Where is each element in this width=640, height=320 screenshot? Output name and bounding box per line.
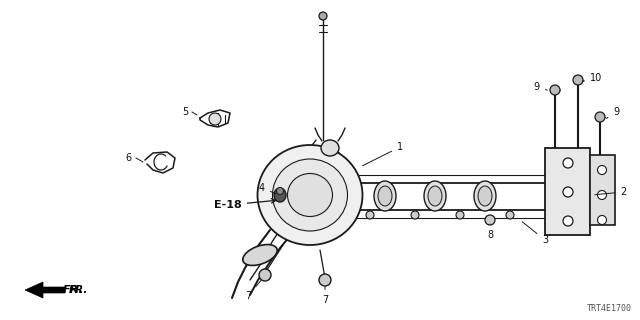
Ellipse shape — [506, 211, 514, 219]
Ellipse shape — [563, 158, 573, 168]
Text: 9: 9 — [606, 107, 619, 118]
Ellipse shape — [424, 181, 446, 211]
Text: 3: 3 — [522, 222, 548, 245]
Text: 6: 6 — [125, 153, 131, 163]
Ellipse shape — [478, 186, 492, 206]
Ellipse shape — [563, 216, 573, 226]
Ellipse shape — [366, 211, 374, 219]
Text: TRT4E1700: TRT4E1700 — [587, 304, 632, 313]
Ellipse shape — [259, 269, 271, 281]
Ellipse shape — [243, 244, 277, 266]
Text: 5: 5 — [182, 107, 188, 117]
Ellipse shape — [573, 75, 583, 85]
Ellipse shape — [287, 173, 333, 217]
Text: 4: 4 — [259, 183, 276, 194]
Ellipse shape — [378, 186, 392, 206]
Text: E-18: E-18 — [214, 199, 276, 210]
Ellipse shape — [411, 211, 419, 219]
Ellipse shape — [563, 187, 573, 197]
Ellipse shape — [257, 145, 362, 245]
Ellipse shape — [321, 140, 339, 156]
Text: 8: 8 — [487, 224, 493, 240]
Ellipse shape — [319, 12, 327, 20]
Text: 10: 10 — [582, 73, 602, 83]
Ellipse shape — [273, 159, 348, 231]
Ellipse shape — [319, 274, 331, 286]
Polygon shape — [25, 282, 65, 298]
Ellipse shape — [595, 112, 605, 122]
Text: 7: 7 — [245, 280, 261, 301]
Ellipse shape — [474, 181, 496, 211]
Text: 1: 1 — [362, 142, 403, 166]
Ellipse shape — [374, 181, 396, 211]
Text: 2: 2 — [595, 187, 627, 197]
Text: 9: 9 — [534, 82, 547, 92]
Ellipse shape — [456, 211, 464, 219]
Text: 7: 7 — [322, 287, 328, 305]
Bar — [545, 148, 590, 235]
Ellipse shape — [276, 188, 284, 195]
Ellipse shape — [485, 215, 495, 225]
Ellipse shape — [598, 165, 607, 174]
Text: FR.: FR. — [69, 285, 88, 295]
Text: FR.: FR. — [63, 285, 84, 295]
Bar — [590, 155, 615, 225]
Ellipse shape — [598, 190, 607, 199]
Ellipse shape — [274, 188, 286, 202]
Ellipse shape — [598, 215, 607, 225]
Ellipse shape — [428, 186, 442, 206]
Ellipse shape — [209, 113, 221, 125]
Ellipse shape — [550, 85, 560, 95]
